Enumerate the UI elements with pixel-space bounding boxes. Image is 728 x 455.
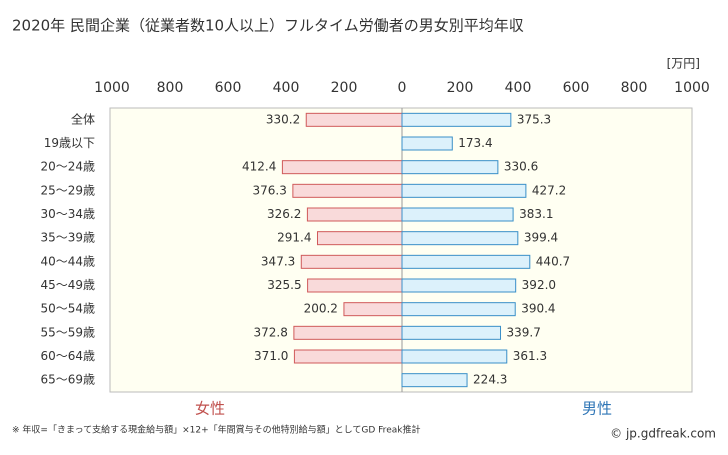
x-tick-label: 1000 [674, 80, 710, 96]
bar [316, 231, 403, 246]
x-tick-label: 1000 [94, 80, 130, 96]
unit-label: [万円] [667, 57, 700, 71]
bar [401, 278, 517, 293]
bar [401, 231, 519, 246]
x-tick-label: 200 [331, 80, 358, 96]
chart-title: 2020年 民間企業（従業者数10人以上）フルタイム労働者の男女別平均年収 [12, 17, 524, 35]
plot-area [109, 107, 693, 393]
value-label: 361.3 [513, 349, 547, 363]
value-label: 347.3 [261, 254, 295, 268]
category-label: 65〜69歳 [40, 373, 95, 387]
x-tick-label: 800 [157, 80, 184, 96]
bar [401, 254, 531, 269]
value-label: 383.1 [519, 207, 553, 221]
category-label: 20〜24歳 [40, 160, 95, 174]
bar [401, 207, 514, 222]
legend-label: 男性 [582, 400, 612, 418]
x-tick-label: 0 [398, 80, 407, 96]
x-tick-label: 400 [505, 80, 532, 96]
bar [401, 349, 508, 364]
value-label: 371.0 [254, 349, 288, 363]
x-tick-label: 600 [215, 80, 242, 96]
value-label: 339.7 [507, 325, 541, 339]
category-label: 60〜64歳 [40, 349, 95, 363]
value-label: 390.4 [521, 302, 555, 316]
x-tick-label: 800 [621, 80, 648, 96]
category-label: 25〜29歳 [40, 183, 95, 197]
bar [306, 207, 403, 222]
bar [401, 112, 512, 127]
category-label: 全体 [71, 111, 95, 126]
value-label: 330.2 [266, 112, 300, 126]
footnote: ※ 年収=「きまって支給する現金給与額」×12+「年間賞与その他特別給与額」とし… [12, 424, 420, 436]
legend-label: 女性 [195, 400, 225, 418]
bar [293, 349, 403, 364]
bar [401, 136, 453, 151]
bar [401, 160, 499, 175]
value-label: 372.8 [254, 325, 288, 339]
value-label: 330.6 [504, 160, 538, 174]
source: © jp.gdfreak.com [610, 427, 716, 441]
x-tick-label: 600 [563, 80, 590, 96]
value-label: 291.4 [277, 231, 311, 245]
bar [307, 278, 403, 293]
value-label: 224.3 [473, 373, 507, 387]
bar [300, 254, 403, 269]
x-tick-label: 400 [273, 80, 300, 96]
bar [401, 373, 468, 388]
value-label: 325.5 [267, 278, 301, 292]
value-label: 392.0 [522, 278, 556, 292]
bar [401, 183, 527, 198]
bar [401, 325, 502, 340]
bar [343, 302, 403, 317]
value-label: 375.3 [517, 112, 551, 126]
bar [281, 160, 403, 175]
x-tick-label: 200 [447, 80, 474, 96]
category-label: 45〜49歳 [40, 278, 95, 292]
bar [293, 325, 403, 340]
category-label: 19歳以下 [44, 136, 95, 150]
value-label: 399.4 [524, 231, 558, 245]
value-label: 376.3 [253, 183, 287, 197]
value-label: 326.2 [267, 207, 301, 221]
value-label: 427.2 [532, 183, 566, 197]
category-label: 55〜59歳 [40, 325, 95, 339]
bar [401, 302, 516, 317]
category-label: 35〜39歳 [40, 231, 95, 245]
category-label: 30〜34歳 [40, 207, 95, 221]
value-label: 173.4 [458, 136, 492, 150]
bar [305, 112, 403, 127]
category-label: 40〜44歳 [40, 254, 95, 268]
category-label: 50〜54歳 [40, 302, 95, 316]
bar [292, 183, 403, 198]
value-label: 440.7 [536, 254, 570, 268]
value-label: 200.2 [304, 302, 338, 316]
value-label: 412.4 [242, 160, 276, 174]
